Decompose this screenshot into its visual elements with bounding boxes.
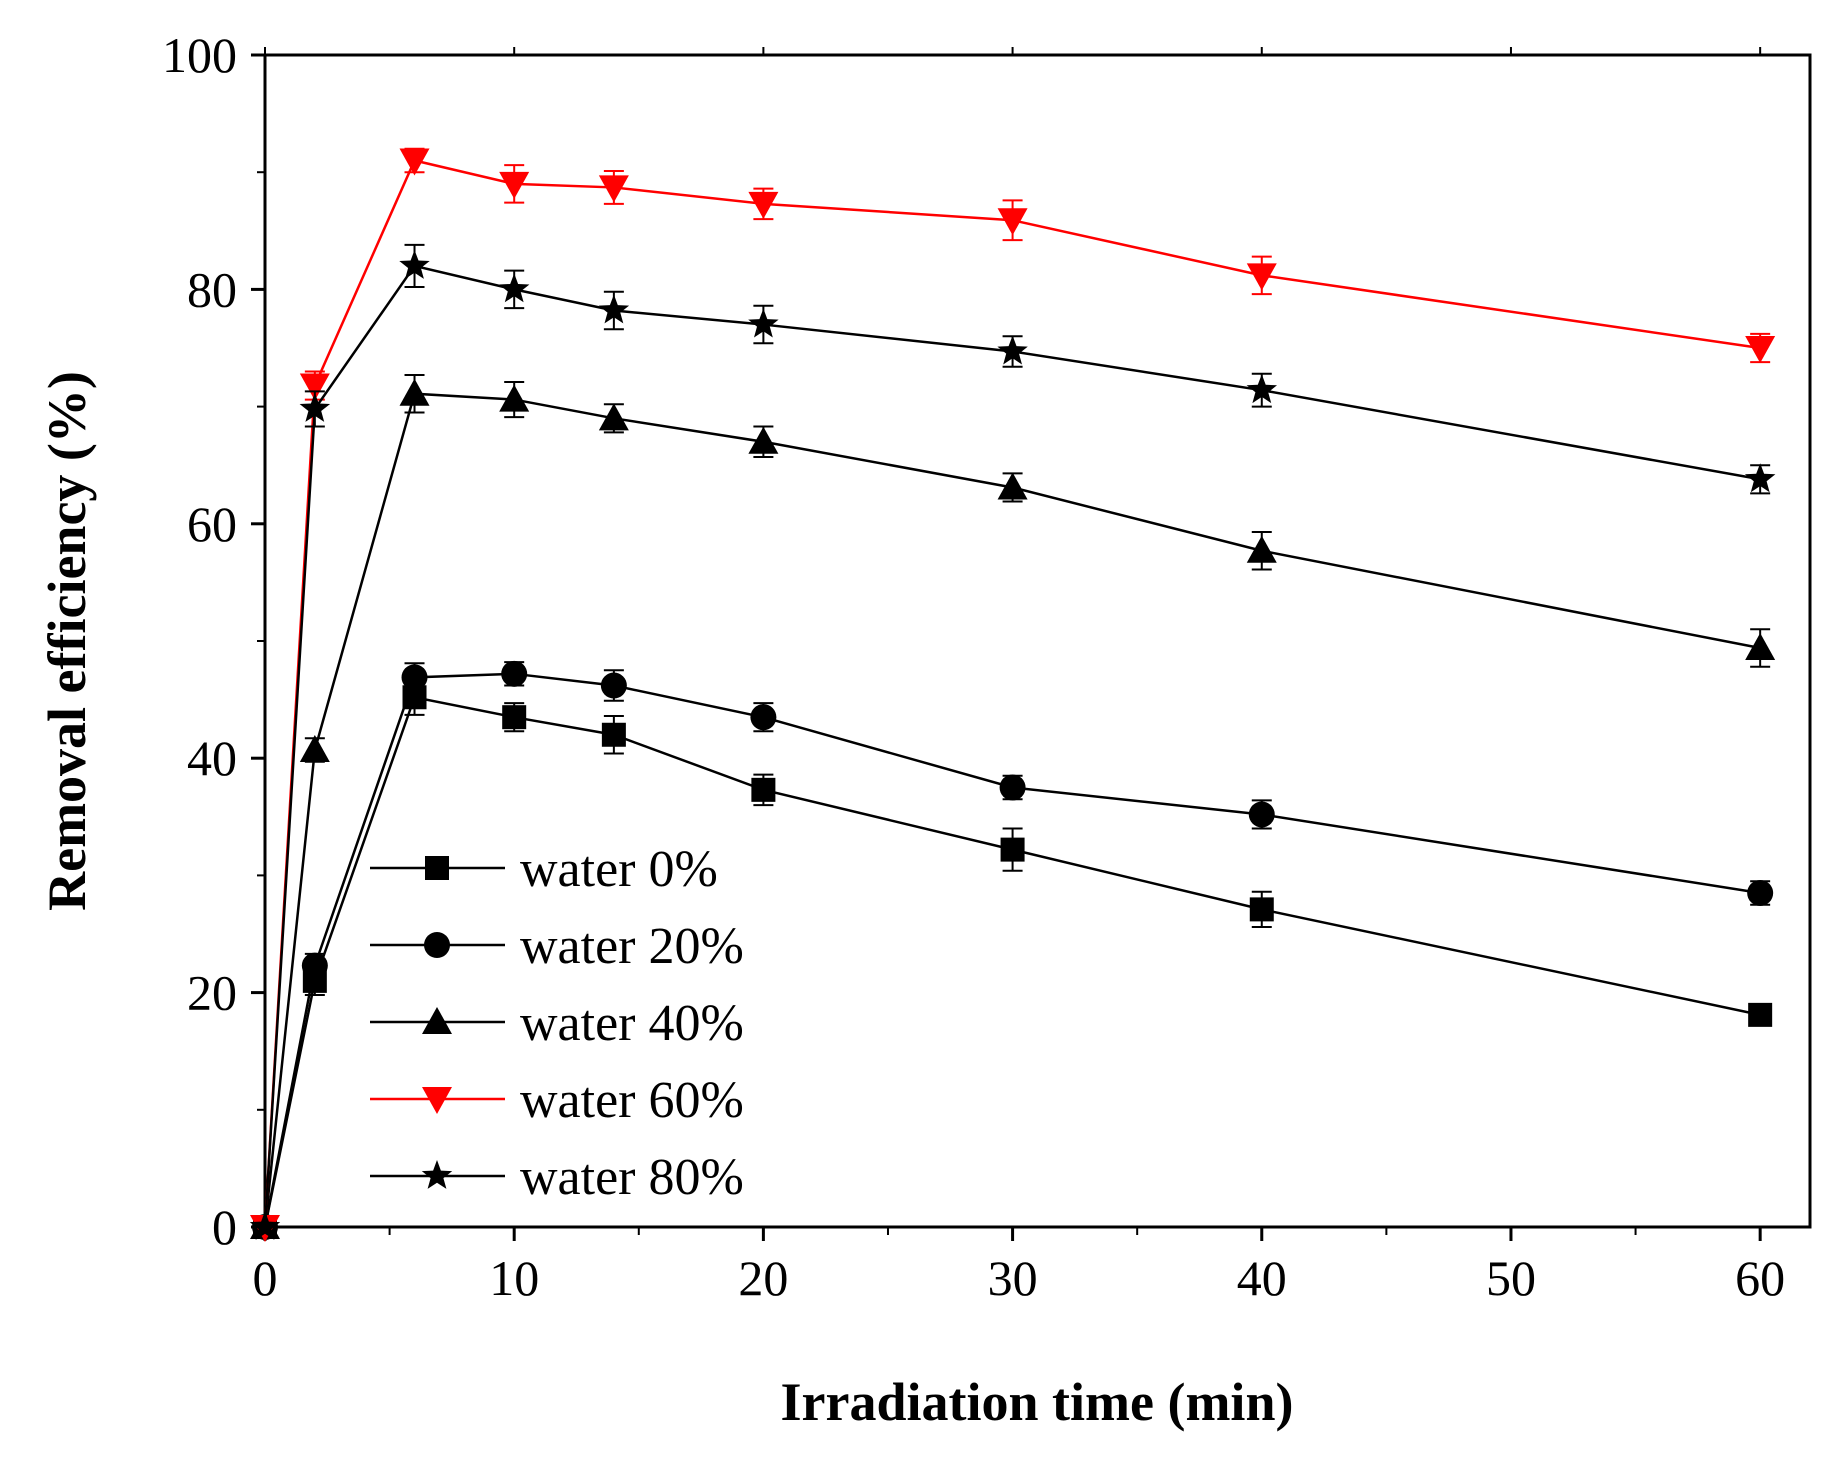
data-point xyxy=(598,175,629,203)
series-2 xyxy=(250,373,1776,1239)
legend-item: water 20% xyxy=(370,918,744,975)
legend-marker xyxy=(425,856,449,880)
data-point xyxy=(502,705,527,730)
data-point xyxy=(501,660,528,687)
data-point xyxy=(997,335,1028,365)
y-axis-title: Removal efficiency (%) xyxy=(37,371,97,911)
series-4 xyxy=(249,243,1776,1240)
data-point xyxy=(1246,374,1277,404)
data-point xyxy=(1745,633,1776,661)
series-1 xyxy=(252,660,1774,1240)
x-axis-title: Irradiation time (min) xyxy=(781,1372,1294,1432)
data-point xyxy=(748,308,779,338)
data-point xyxy=(997,208,1028,236)
data-point xyxy=(299,373,330,401)
data-point xyxy=(748,426,779,454)
data-point xyxy=(1246,263,1277,291)
y-tick-label: 20 xyxy=(187,965,237,1021)
data-point xyxy=(598,294,630,324)
series-line xyxy=(263,264,1761,1228)
data-point xyxy=(1744,463,1776,493)
data-point xyxy=(751,777,776,802)
legend-label: water 0% xyxy=(520,841,718,898)
data-point xyxy=(748,191,779,219)
data-point xyxy=(299,392,331,422)
legend-label: water 60% xyxy=(520,1072,744,1129)
data-point xyxy=(1249,897,1274,922)
y-tick-label: 80 xyxy=(187,261,237,317)
y-tick-label: 0 xyxy=(212,1199,237,1255)
data-point xyxy=(1248,801,1275,828)
x-tick-label: 40 xyxy=(1237,1250,1287,1306)
data-point xyxy=(1745,336,1776,363)
x-tick-label: 10 xyxy=(489,1250,539,1306)
data-point xyxy=(997,472,1028,500)
legend-marker xyxy=(421,1160,453,1189)
data-point xyxy=(499,384,530,412)
data-point xyxy=(399,378,430,406)
legend-item: water 40% xyxy=(370,995,744,1052)
x-tick-label: 50 xyxy=(1486,1250,1536,1306)
series-3 xyxy=(250,147,1776,1242)
legend-marker xyxy=(424,932,450,958)
legend-item: water 80% xyxy=(370,1149,744,1206)
legend-label: water 80% xyxy=(520,1149,744,1206)
data-point xyxy=(1748,1002,1773,1027)
data-point xyxy=(750,704,777,731)
y-tick-label: 60 xyxy=(187,496,237,552)
data-point xyxy=(299,734,330,762)
data-point xyxy=(401,664,428,691)
x-tick-label: 60 xyxy=(1735,1250,1785,1306)
data-point xyxy=(301,952,328,979)
axis-ticks: 0 10 20 30 40 50 60 0 20 40 60 80 100 xyxy=(162,27,1785,1306)
series-line xyxy=(263,672,1761,1228)
data-point xyxy=(1246,535,1277,563)
data-point xyxy=(1000,837,1025,862)
data-point xyxy=(399,250,430,279)
y-tick-label: 100 xyxy=(162,27,237,83)
legend-label: water 40% xyxy=(520,995,744,1052)
data-point xyxy=(601,722,626,747)
legend: water 0% water 20% water 40% water 60% water… xyxy=(370,841,744,1206)
data-point xyxy=(249,1211,281,1240)
series-line xyxy=(263,159,1761,1228)
plot-frame xyxy=(263,53,1812,1229)
legend-item: water 0% xyxy=(370,841,718,898)
data-point xyxy=(999,774,1026,801)
data-point xyxy=(600,672,627,699)
series-layer xyxy=(249,147,1776,1242)
data-point xyxy=(499,171,530,199)
series-line xyxy=(263,392,1761,1228)
data-point xyxy=(399,148,430,176)
data-point xyxy=(499,273,530,303)
legend-item: water 60% xyxy=(370,1072,744,1129)
data-point xyxy=(1747,879,1774,906)
x-tick-label: 0 xyxy=(253,1250,278,1306)
x-tick-label: 30 xyxy=(988,1250,1038,1306)
y-tick-label: 40 xyxy=(187,730,237,786)
series-0 xyxy=(253,678,1773,1239)
legend-label: water 20% xyxy=(520,918,744,975)
legend-marker xyxy=(422,1087,452,1114)
legend-marker xyxy=(422,1007,452,1034)
data-point xyxy=(598,403,629,431)
x-tick-label: 20 xyxy=(738,1250,788,1306)
